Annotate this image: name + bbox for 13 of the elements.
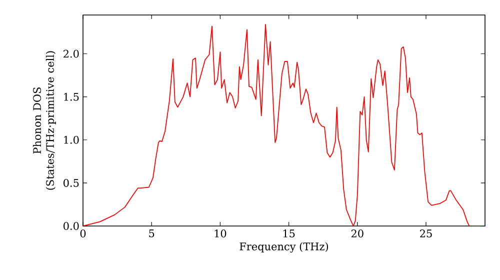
x-tick-label: 5 [149, 230, 154, 238]
y-tick-label: 1.5 [64, 92, 79, 101]
y-axis-title: Phonon DOS (States/THz·primitive cell) [32, 51, 56, 190]
y-tick-label: 0.0 [64, 222, 79, 230]
x-tick-label: 25 [420, 230, 432, 238]
x-axis-title: Frequency (THz) [240, 242, 328, 253]
y-tick-label: 0.5 [64, 178, 79, 187]
y-tick-label: 2.0 [64, 50, 79, 58]
y-tick-label: 1.0 [64, 136, 79, 144]
x-tick-label: 15 [283, 230, 295, 238]
x-tick-label: 20 [351, 230, 364, 238]
x-tick-label: 10 [214, 230, 226, 238]
x-tick-label: 0 [80, 230, 86, 238]
